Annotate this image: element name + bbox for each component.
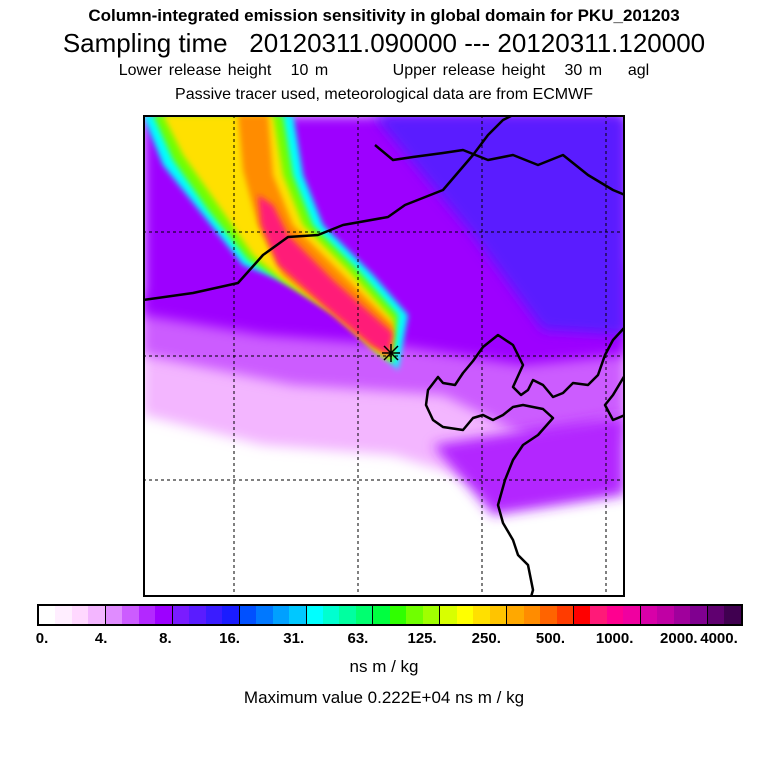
colorbar-segment <box>673 606 691 624</box>
colorbar-segment <box>590 606 607 624</box>
release-height: Lower release height 10 m Upper release … <box>118 62 650 79</box>
colorbar-segment <box>88 606 106 624</box>
colorbar-tick-label: 4000. <box>700 630 738 647</box>
colorbar-segment <box>172 606 190 624</box>
colorbar-segment <box>707 606 725 624</box>
colorbar-segment <box>489 606 508 624</box>
colorbar-segment <box>440 606 457 624</box>
colorbar-segment <box>122 606 139 624</box>
colorbar-tick-label: 0. <box>35 630 49 647</box>
field-blue <box>373 115 625 335</box>
colorbar-segment <box>523 606 541 624</box>
colorbar-segment <box>105 606 123 624</box>
colorbar <box>37 604 743 626</box>
colorbar-tick-label: 2000. <box>660 630 698 647</box>
release-site-marker <box>382 344 400 362</box>
colorbar-tick-label: 500. <box>535 630 566 647</box>
emission-sensitivity-map <box>143 115 625 597</box>
colorbar-segment <box>155 606 173 624</box>
colorbar-segment <box>189 606 206 624</box>
colorbar-segment <box>205 606 223 624</box>
tracer-info: Passive tracer used, meteorological data… <box>175 86 593 103</box>
field-purple-south <box>433 415 625 515</box>
colorbar-segment <box>71 606 89 624</box>
lat-lon-gridlines <box>143 115 625 597</box>
colorbar-tick-label: 250. <box>471 630 501 647</box>
colorbar-segment <box>373 606 390 624</box>
plume-orange <box>238 115 393 357</box>
colorbar-segment <box>606 606 624 624</box>
colorbar-segment <box>640 606 658 624</box>
colorbar-segment <box>690 606 708 624</box>
colorbar-segment <box>456 606 474 624</box>
colorbar-tick-label: 1000. <box>595 630 634 647</box>
coastlines <box>143 115 625 597</box>
colorbar-segment <box>540 606 557 624</box>
colorbar-segment <box>222 606 240 624</box>
map-title: Column-integrated emission sensitivity i… <box>88 6 680 25</box>
colorbar-segment <box>422 606 441 624</box>
colorbar-tick-label: 63. <box>347 630 369 647</box>
colorbar-tick-label: 16. <box>219 630 240 647</box>
colorbar-segment <box>39 606 56 624</box>
colorbar-segment <box>389 606 407 624</box>
colorbar-segment <box>239 606 257 624</box>
colorbar-segment <box>507 606 524 624</box>
colorbar-segment <box>556 606 574 624</box>
colorbar-segment <box>256 606 273 624</box>
colorbar-segment <box>355 606 374 624</box>
colorbar-segment <box>724 606 741 624</box>
plume-red <box>258 195 393 355</box>
colorbar-segment <box>623 606 641 624</box>
colorbar-segment <box>406 606 423 624</box>
colorbar-segment <box>306 606 323 624</box>
colorbar-segment <box>289 606 307 624</box>
colorbar-unit: ns m / kg <box>349 657 419 676</box>
colorbar-segment <box>55 606 72 624</box>
max-value: Maximum value 0.222E+04 ns m / kg <box>243 688 525 707</box>
map-frame <box>143 115 625 597</box>
colorbar-tick-label: 8. <box>159 630 172 647</box>
colorbar-tick-label: 4. <box>94 630 108 647</box>
colorbar-tick-label: 31. <box>283 630 305 647</box>
colorbar-segment <box>657 606 674 624</box>
colorbar-segment <box>574 606 591 624</box>
colorbar-segment <box>138 606 156 624</box>
colorbar-segment <box>322 606 340 624</box>
colorbar-segment <box>339 606 356 624</box>
colorbar-segment <box>473 606 490 624</box>
colorbar-tick-label: 125. <box>407 630 437 647</box>
sampling-time: Sampling time 20120311.090000 --- 201203… <box>62 28 706 58</box>
colorbar-segment <box>272 606 290 624</box>
